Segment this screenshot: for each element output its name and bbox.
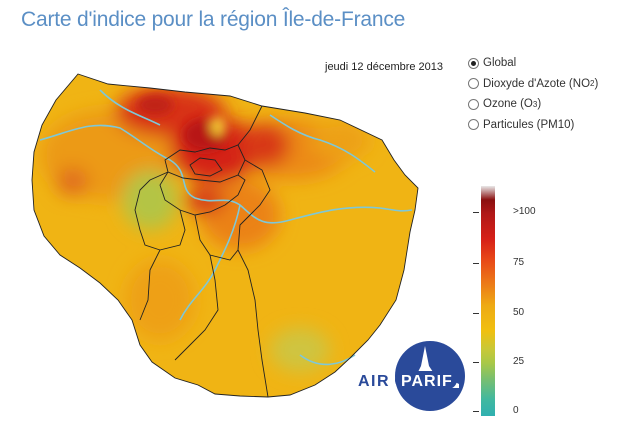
option-global[interactable]: Global xyxy=(468,53,598,74)
radio-ozone[interactable] xyxy=(468,98,479,110)
option-ozone-after: ) xyxy=(537,98,542,111)
legend-label-50: 50 xyxy=(513,307,525,318)
forecast-date: jeudi 12 décembre 2013 xyxy=(325,61,444,73)
legend-label-25: 25 xyxy=(513,356,525,367)
pollution-field xyxy=(32,74,418,397)
option-pm10-label: Particules (PM10) xyxy=(483,118,575,131)
rivers xyxy=(39,89,413,366)
legend-tick-0 xyxy=(473,411,479,412)
legend-tick-25 xyxy=(473,362,479,363)
option-global-label: Global xyxy=(483,57,517,70)
option-no2-sub: 2 xyxy=(590,79,595,89)
legend-tick-50 xyxy=(473,313,479,314)
option-no2[interactable]: Dioxyde d'Azote (NO 2) xyxy=(468,74,598,95)
option-pm10[interactable]: Particules (PM10) xyxy=(468,115,598,136)
svg-text:PARIF: PARIF xyxy=(401,373,453,390)
legend-label-100: >100 xyxy=(513,206,536,217)
radio-no2[interactable] xyxy=(468,78,479,90)
radio-pm10[interactable] xyxy=(468,119,479,131)
option-ozone-sub: 3 xyxy=(532,99,538,109)
legend-label-75: 75 xyxy=(513,257,525,268)
option-no2-after: ) xyxy=(594,77,599,90)
legend-label-0: 0 xyxy=(513,405,519,416)
legend-color-scale xyxy=(481,186,495,416)
logo-badge xyxy=(395,371,457,389)
option-ozone[interactable]: Ozone (O 3) xyxy=(468,94,598,115)
page-title: Carte d'indice pour la région Île-de-Fra… xyxy=(21,8,406,31)
legend-tick-75 xyxy=(473,263,479,264)
pollutant-selector: Global Dioxyde d'Azote (NO 2) Ozone (O 3) … xyxy=(468,53,598,135)
option-ozone-label: Ozone (O xyxy=(483,98,533,111)
airparif-logo: AIR PARIF xyxy=(358,341,465,411)
legend-tick-100 xyxy=(473,212,479,213)
radio-global[interactable] xyxy=(468,57,479,69)
department-borders xyxy=(31,73,419,398)
svg-text:AIR: AIR xyxy=(358,373,390,390)
option-no2-label: Dioxyde d'Azote (NO xyxy=(483,77,591,90)
